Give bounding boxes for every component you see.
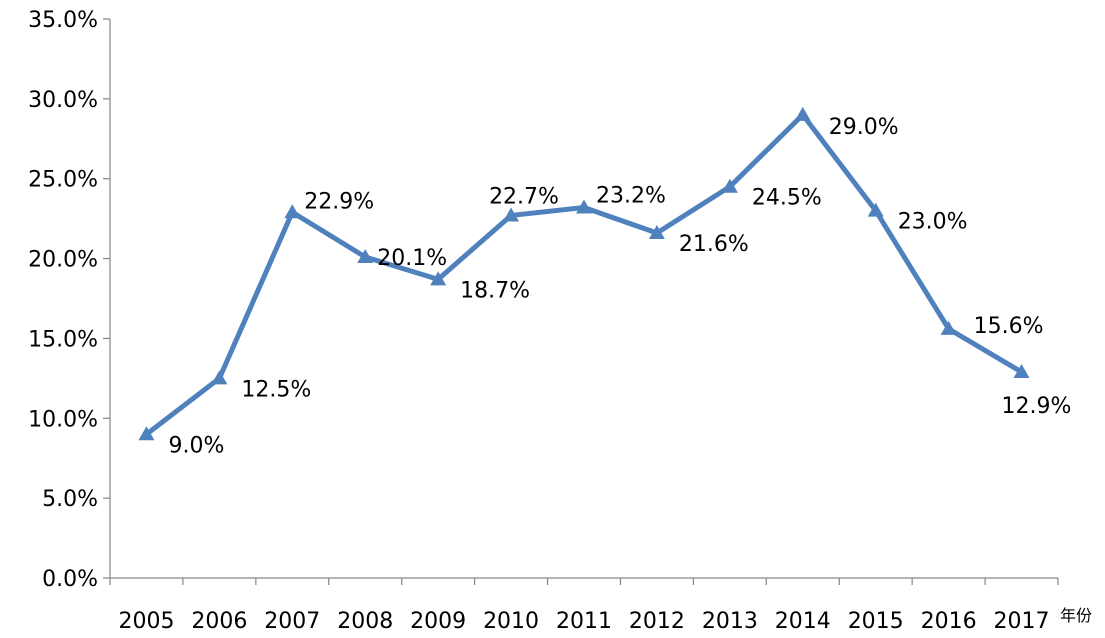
data-label: 21.6% [679,232,749,257]
data-point-marker [576,199,592,214]
x-tick-label: 2015 [848,609,904,634]
data-label: 20.1% [377,246,447,271]
y-tick-label: 30.0% [28,88,98,113]
y-tick-label: 0.0% [42,567,98,592]
data-point-marker [430,271,447,286]
data-point-marker [1013,363,1030,378]
data-label: 23.2% [596,183,666,208]
x-tick-label: 2012 [629,609,685,634]
x-tick-label: 2017 [994,609,1050,634]
data-point-marker [138,426,155,441]
x-axis-title: 年份 [1060,606,1092,625]
data-label: 29.0% [829,115,899,140]
x-tick-label: 2013 [702,609,758,634]
x-tick-label: 2016 [921,609,977,634]
data-label: 9.0% [168,433,224,458]
data-point-marker [503,207,520,222]
y-tick-label: 5.0% [42,487,98,512]
x-axis: 2005 2006 2007 2008 2009 2010 2011 2012 2013 2014… [109,577,1059,634]
y-axis: 0.0% 5.0% 10.0% 15.0% 20.0% 25.0% 30.0% 35.0% [28,8,111,592]
data-point-marker [794,106,811,121]
y-tick-label: 25.0% [28,168,98,193]
data-label: 22.7% [489,184,559,209]
data-point-marker [211,370,228,385]
data-label: 12.5% [241,377,311,402]
x-tick-label: 2011 [556,609,612,634]
data-label: 12.9% [1002,394,1072,419]
data-labels: 9.0%12.5%22.9%20.1%18.7%22.7% 23.2%21.6%2… [168,115,1071,458]
data-point-marker [867,202,884,217]
x-tick-label: 2010 [483,609,539,634]
data-label: 24.5% [752,186,822,211]
x-tick-label: 2008 [337,609,393,634]
data-label: 15.6% [974,314,1044,339]
data-label: 22.9% [304,189,374,214]
y-tick-label: 15.0% [28,327,98,352]
data-label: 23.0% [898,210,968,235]
data-point-marker [357,248,374,263]
x-tick-label: 2009 [410,609,466,634]
y-tick-label: 20.0% [28,248,98,273]
x-tick-label: 2006 [191,609,247,634]
y-tick-label: 10.0% [28,407,98,432]
x-tick-label: 2007 [264,609,320,634]
data-point-marker [940,320,957,335]
data-point-marker [648,225,665,240]
data-point-marker [284,204,301,219]
data-point-marker [721,178,738,193]
x-tick-label: 2014 [775,609,831,634]
x-tick-label: 2005 [118,609,174,634]
series-layer [138,106,1030,441]
data-label: 18.7% [460,278,530,303]
y-tick-label: 35.0% [28,8,98,33]
